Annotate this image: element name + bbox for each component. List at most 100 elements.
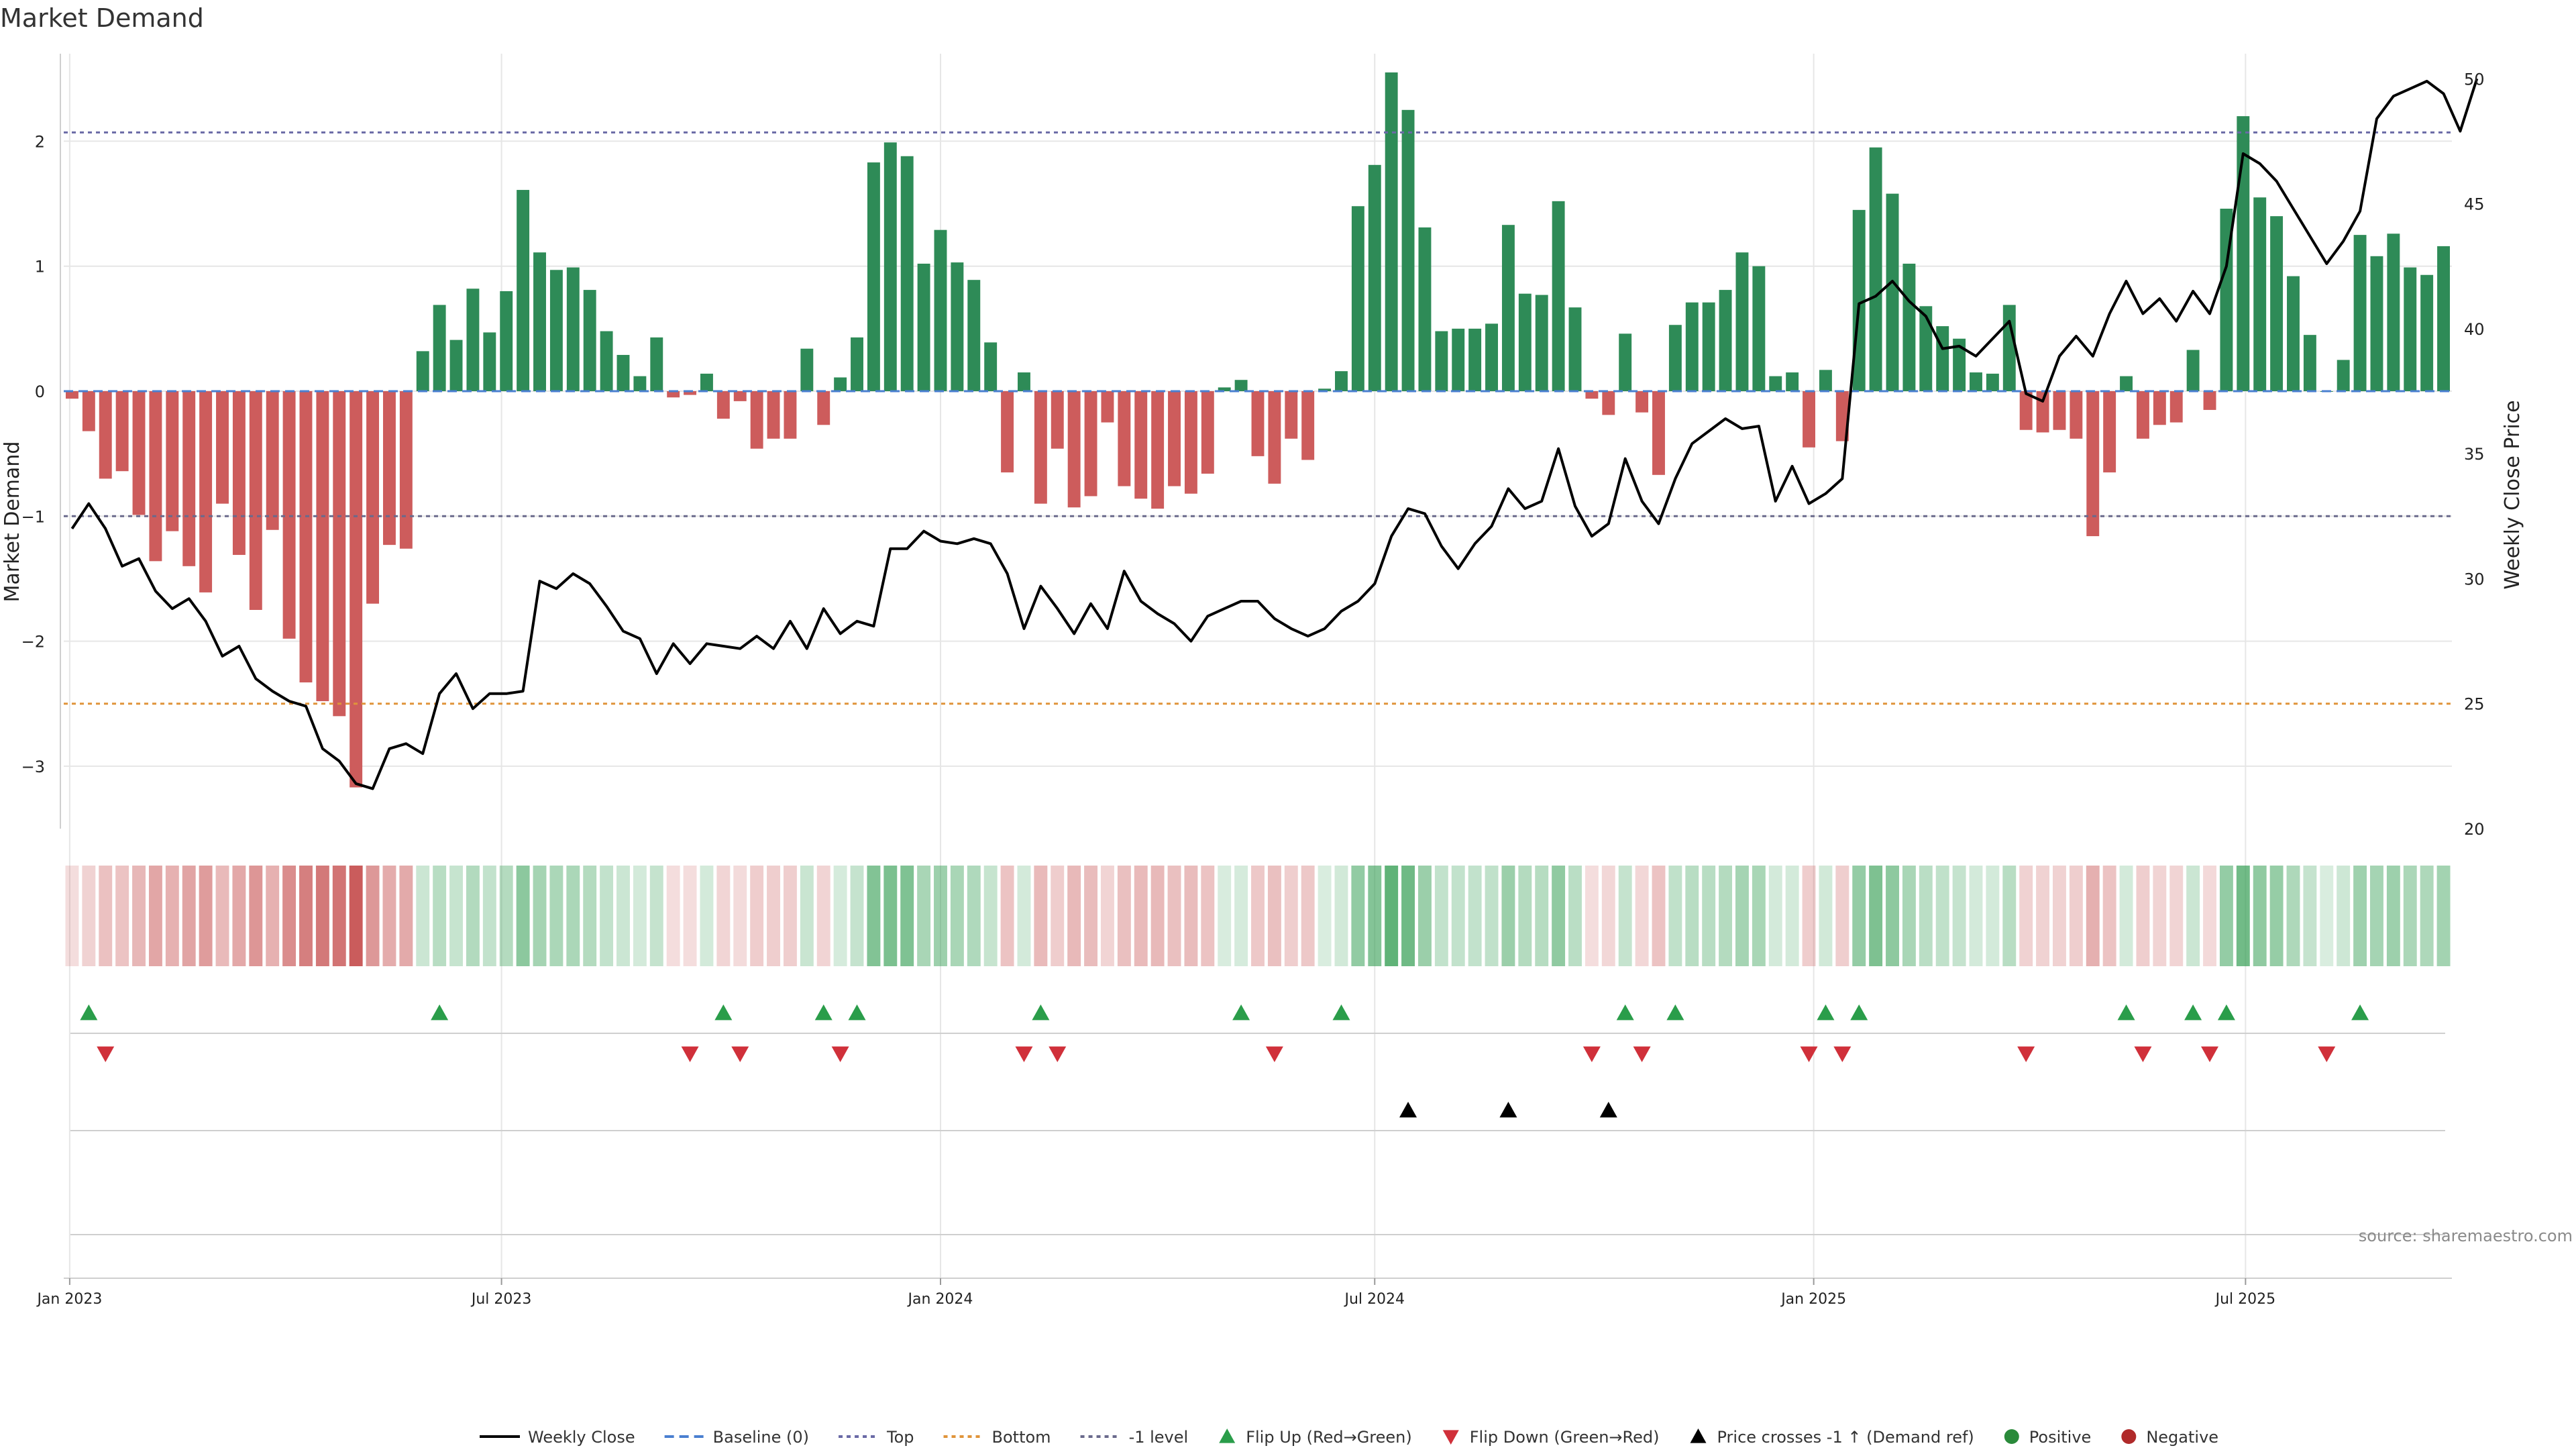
demand-bar (1668, 325, 1682, 391)
flip-up-marker (1666, 1004, 1684, 1021)
heat-cell (449, 866, 463, 966)
heat-cell (1017, 866, 1031, 966)
legend-label: -1 level (1129, 1428, 1189, 1447)
flip-up-marker (2184, 1004, 2202, 1021)
demand-bar (299, 391, 313, 683)
heat-cell (65, 866, 79, 966)
flip-down-marker (681, 1046, 699, 1062)
heat-cell (1752, 866, 1766, 966)
heat-cell (1585, 866, 1599, 966)
heat-cell (2053, 866, 2066, 966)
heat-cell (1635, 866, 1649, 966)
heat-cell (1100, 866, 1114, 966)
demand-bar (483, 332, 496, 391)
heat-cell (2286, 866, 2300, 966)
demand-bar (1385, 72, 1398, 391)
flip-up-marker (1616, 1004, 1634, 1021)
heat-cell (1768, 866, 1782, 966)
heat-cell (1150, 866, 1165, 966)
heat-cell (1819, 866, 1833, 966)
heat-cell (850, 866, 864, 966)
demand-bar (1769, 376, 1782, 391)
demand-bar (2353, 235, 2367, 391)
heat-cell (1618, 866, 1632, 966)
heat-cell (232, 866, 246, 966)
demand-bar (2019, 391, 2033, 430)
heat-cell (2370, 866, 2383, 966)
demand-bar (182, 391, 196, 566)
heat-cell (1218, 866, 1232, 966)
demand-bar (984, 342, 998, 391)
heat-cell (1552, 866, 1566, 966)
heat-cell (1785, 866, 1799, 966)
heat-cell (900, 866, 914, 966)
demand-bar (1301, 391, 1315, 460)
legend-item: Negative (2121, 1428, 2218, 1447)
demand-bar (82, 391, 95, 431)
heat-cell (1284, 866, 1298, 966)
legend-item: Price crosses -1 ↑ (Demand ref) (1690, 1428, 1974, 1447)
demand-bar (333, 391, 346, 717)
x-tick-label: Jan 2025 (1780, 1291, 1846, 1308)
heat-cell (1334, 866, 1348, 966)
demand-bar (967, 280, 981, 391)
heat-cell (816, 866, 830, 966)
heat-cell (1067, 866, 1081, 966)
flip-down-marker (1633, 1046, 1651, 1062)
heat-cell (616, 866, 630, 966)
legend-item: Positive (2004, 1428, 2092, 1447)
demand-bar (316, 391, 329, 701)
demand-bar (1619, 333, 1632, 391)
demand-bar (583, 290, 596, 391)
demand-bar (1585, 391, 1599, 399)
heat-cell (967, 866, 981, 966)
demand-bar (517, 190, 530, 391)
demand-bar (650, 337, 663, 391)
demand-bar (1335, 371, 1348, 391)
heat-cell (1051, 866, 1065, 966)
heat-cell (2002, 866, 2017, 966)
legend-item: Weekly Close (480, 1428, 635, 1447)
demand-bar (1251, 391, 1265, 456)
demand-bar (716, 391, 730, 419)
legend-label: Positive (2029, 1428, 2092, 1447)
legend-label: Top (886, 1428, 914, 1447)
heat-cell (1952, 866, 1966, 966)
heat-cell (2169, 866, 2184, 966)
demand-bar (2053, 391, 2066, 430)
weekly-close-line (70, 78, 2479, 790)
demand-bar (366, 391, 380, 604)
demand-bar (2437, 246, 2451, 391)
legend-swatch-triangle (1690, 1429, 1707, 1443)
demand-bar (1869, 147, 1882, 391)
heat-cell (1084, 866, 1098, 966)
heat-cell (1685, 866, 1699, 966)
heat-cell (1034, 866, 1048, 966)
heat-cell (1234, 866, 1248, 966)
demand-bar (216, 391, 229, 504)
chart-title: Market Demand (0, 3, 204, 33)
demand-bar (1101, 391, 1114, 423)
flip-up-marker (1850, 1004, 1868, 1021)
demand-bar (2120, 376, 2133, 391)
demand-bar (784, 391, 797, 439)
heat-cell (2153, 866, 2167, 966)
heat-cell (482, 866, 496, 966)
demand-bar (2253, 197, 2267, 391)
legend-label: Bottom (992, 1428, 1051, 1447)
heat-cell (1869, 866, 1883, 966)
demand-bar (1719, 290, 1732, 391)
heat-cell (1134, 866, 1148, 966)
flip-down-marker (2201, 1046, 2219, 1062)
demand-bar (1953, 338, 1966, 391)
demand-bar (2103, 391, 2116, 473)
demand-bar (350, 391, 363, 788)
legend-item: Flip Up (Red→Green) (1219, 1428, 1412, 1447)
demand-bar (149, 391, 162, 562)
heat-cell (934, 866, 947, 966)
demand-bar (2270, 216, 2284, 391)
heat-cell (2436, 866, 2451, 966)
heat-cell (983, 866, 998, 966)
demand-bar (1018, 372, 1030, 391)
